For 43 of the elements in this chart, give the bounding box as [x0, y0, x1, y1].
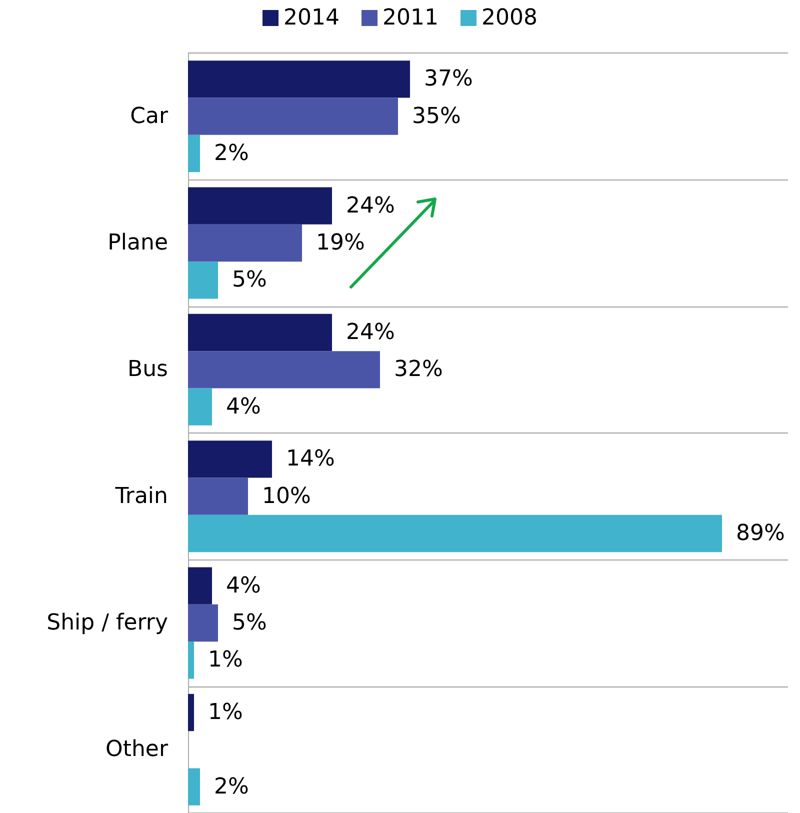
data-label: 32%	[394, 357, 443, 382]
data-label: 1%	[208, 648, 243, 673]
bar	[188, 98, 398, 135]
bar	[188, 694, 194, 732]
bar	[188, 567, 212, 604]
bar	[188, 134, 200, 172]
bar	[188, 388, 212, 426]
data-label: 89%	[736, 520, 785, 546]
data-label: 4%	[226, 394, 261, 420]
bar	[188, 514, 722, 552]
bar	[188, 642, 194, 679]
data-label: 14%	[286, 446, 335, 472]
data-label: 10%	[262, 484, 311, 509]
y-tick-label: Bus	[128, 357, 168, 382]
data-label: 4%	[226, 573, 261, 598]
y-tick-label: Train	[114, 484, 168, 509]
data-label: 37%	[424, 66, 473, 92]
data-label: 1%	[208, 700, 243, 726]
data-label: 2%	[214, 774, 249, 800]
data-label: 2%	[214, 140, 249, 166]
bar	[188, 314, 332, 352]
bar	[188, 60, 410, 98]
data-label: 24%	[346, 193, 395, 218]
data-label: 19%	[316, 230, 365, 256]
bar	[188, 187, 332, 224]
y-tick-label: Plane	[108, 230, 168, 256]
data-label: 35%	[412, 104, 461, 129]
y-tick-label: Ship / ferry	[46, 610, 168, 636]
bar	[188, 478, 248, 515]
y-tick-label: Car	[130, 104, 169, 129]
bar	[188, 604, 218, 642]
data-label: 5%	[232, 610, 267, 636]
data-label: 5%	[232, 268, 267, 293]
bar	[188, 262, 218, 299]
bar	[188, 768, 200, 806]
legend-label: 2011	[382, 6, 439, 30]
legend-label: 2014	[284, 6, 340, 30]
data-label: 24%	[346, 320, 395, 346]
bar	[188, 351, 380, 388]
y-tick-label: Other	[106, 737, 169, 762]
bar	[188, 440, 272, 478]
bar	[188, 224, 302, 262]
legend-label: 2008	[481, 6, 538, 30]
